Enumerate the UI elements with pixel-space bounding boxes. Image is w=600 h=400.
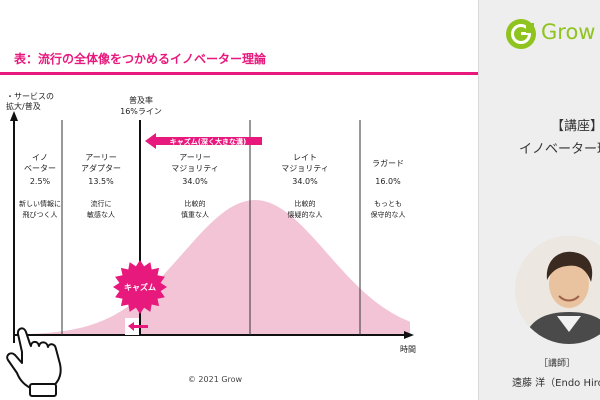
slide-title: 表：流行の全体像をつかめるイノベーター理論 bbox=[14, 52, 267, 66]
segment-innovators-name-2: ベーター bbox=[24, 164, 56, 173]
segment-early-adopters-name-2: アダプター bbox=[81, 163, 121, 173]
segment-early-adopters-desc-2: 敏感な人 bbox=[87, 210, 115, 219]
instructor-name: 遠藤 洋（Endo Hiroshi） bbox=[512, 378, 600, 389]
grow-logo-text: Grow bbox=[541, 20, 596, 44]
x-axis-label: 時間 bbox=[400, 345, 416, 354]
segment-early-adopters: アーリー アダプター 13.5% 流行に 敏感な人 bbox=[81, 153, 121, 219]
segment-late-majority-desc-2: 懐疑的な人 bbox=[288, 210, 323, 219]
chasm-arrow-label: キャズム(深く大きな溝) bbox=[170, 137, 246, 146]
segment-late-majority-name-1: レイト bbox=[293, 153, 317, 162]
course-side-panel: Grow 【講座】 イノベーター理論 ［講師］ 遠藤 洋（Endo Hirosh… bbox=[479, 0, 600, 400]
segment-early-majority-desc-1: 比較的 bbox=[185, 199, 206, 208]
slide-canvas: 表：流行の全体像をつかめるイノベーター理論 ・サービスの 拡大/普及 時間 普及… bbox=[0, 0, 479, 400]
chasm-badge-label: キャズム bbox=[124, 282, 156, 292]
segment-laggards-name-1: ラガード bbox=[372, 158, 404, 168]
segment-early-majority-name-2: マジョリティ bbox=[171, 164, 219, 173]
instructor-role: ［講師］ bbox=[539, 359, 576, 369]
segment-late-majority-name-2: マジョリティ bbox=[281, 164, 329, 173]
threshold-label-line-2: 16%ライン bbox=[120, 107, 162, 116]
segment-innovators-percent: 2.5% bbox=[30, 177, 51, 186]
innovation-diffusion-chart: ・サービスの 拡大/普及 時間 普及率 16%ライン キャズム(深く大きな溝) … bbox=[6, 92, 416, 397]
segment-innovators: イノ ベーター 2.5% 新しい情報に 飛びつく人 bbox=[19, 153, 61, 219]
x-axis-arrowhead bbox=[404, 331, 414, 339]
grow-logo: Grow bbox=[505, 18, 600, 54]
segment-laggards-percent: 16.0% bbox=[375, 177, 401, 186]
adoption-curve-area bbox=[14, 200, 410, 335]
segment-laggards: ラガード 16.0% もっとも 保守的な人 bbox=[371, 158, 406, 219]
segment-late-majority-percent: 34.0% bbox=[292, 177, 318, 186]
segment-early-majority-desc-2: 慎重な人 bbox=[181, 210, 209, 219]
segment-early-adopters-name-1: アーリー bbox=[85, 153, 117, 162]
chasm-gap-arrow bbox=[128, 322, 148, 331]
chasm-badge: キャズム bbox=[113, 260, 167, 314]
instructor-photo bbox=[515, 236, 600, 344]
segment-innovators-desc-1: 新しい情報に bbox=[19, 199, 61, 208]
course-label: 【講座】 bbox=[551, 119, 600, 134]
segment-innovators-name-1: イノ bbox=[32, 153, 48, 162]
segment-laggards-desc-2: 保守的な人 bbox=[371, 210, 406, 219]
slide-title-bar: 表：流行の全体像をつかめるイノベーター理論 bbox=[0, 44, 478, 75]
segment-laggards-desc-1: もっとも bbox=[374, 200, 402, 208]
y-axis-label-line-2: 拡大/普及 bbox=[6, 101, 41, 111]
pointing-hand-icon bbox=[6, 327, 62, 397]
chasm-gap-marker bbox=[125, 318, 148, 335]
y-axis-label-line-1: ・サービスの bbox=[6, 92, 54, 101]
chasm-badge-burst bbox=[113, 260, 167, 314]
instructor-portrait-image bbox=[515, 236, 600, 344]
y-axis-arrowhead bbox=[10, 111, 18, 121]
segment-late-majority: レイト マジョリティ 34.0% 比較的 懐疑的な人 bbox=[281, 153, 329, 219]
course-name: イノベーター理論 bbox=[519, 142, 600, 157]
segment-early-adopters-desc-1: 流行に bbox=[91, 199, 112, 208]
chasm-arrow bbox=[145, 133, 262, 149]
threshold-label-line-1: 普及率 bbox=[129, 95, 153, 105]
segment-early-majority-percent: 34.0% bbox=[182, 177, 208, 186]
segment-innovators-desc-2: 飛びつく人 bbox=[23, 211, 58, 219]
copyright-text: © 2021 Grow bbox=[187, 375, 243, 384]
grow-logo-icon bbox=[506, 19, 536, 49]
segment-early-adopters-percent: 13.5% bbox=[88, 177, 114, 186]
segment-late-majority-desc-1: 比較的 bbox=[295, 199, 316, 208]
segment-early-majority-name-1: アーリー bbox=[179, 153, 211, 162]
segment-early-majority: アーリー マジョリティ 34.0% 比較的 慎重な人 bbox=[171, 153, 219, 219]
